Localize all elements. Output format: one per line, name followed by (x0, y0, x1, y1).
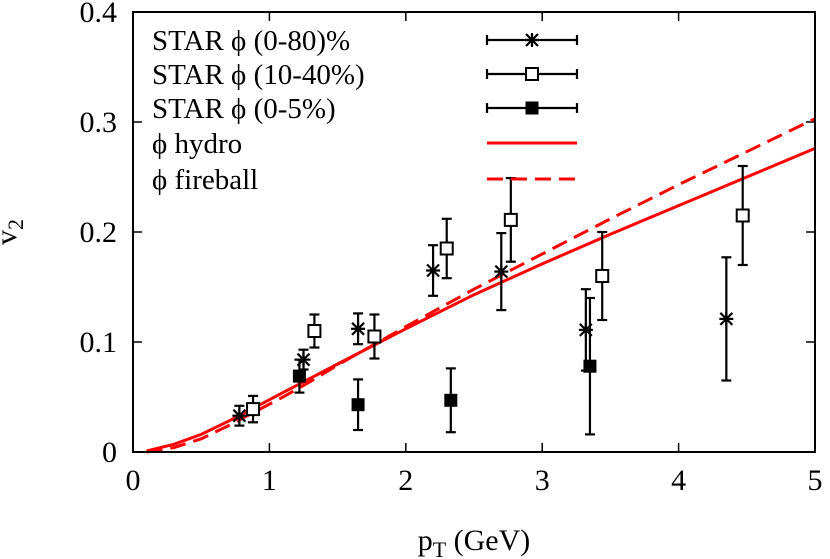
legend-marker (525, 67, 539, 81)
tick-labels: 0 1 2 3 4 5 0 0.1 0.2 0.3 0.4 (80, 0, 823, 497)
point-marker (494, 264, 509, 279)
x-tick-label: 2 (398, 464, 413, 497)
data-point (292, 358, 306, 394)
y-axis-label: v2 (0, 219, 28, 245)
x-tick-label: 3 (535, 464, 550, 497)
legend-marker (525, 101, 539, 115)
point-marker (426, 263, 441, 278)
legend-label: STAR ϕ (10-40%) (152, 59, 365, 91)
point-marker (439, 241, 454, 256)
point-marker (595, 269, 610, 283)
legend-label: ϕ hydro (152, 128, 242, 160)
plot-frame (132, 11, 816, 453)
x-tick-label: 4 (671, 464, 686, 497)
point-marker (719, 311, 734, 326)
data-point (246, 394, 261, 424)
hydro-curve (146, 147, 816, 453)
data-points (232, 164, 750, 436)
data-point (735, 164, 750, 267)
data-point (494, 232, 509, 312)
data-point (595, 230, 610, 322)
model-curves (146, 117, 816, 454)
point-marker (583, 359, 597, 373)
legend-item: ϕ hydro (152, 128, 577, 160)
point-marker (246, 402, 261, 417)
legend-item: STAR ϕ (0-80)% (152, 25, 579, 57)
data-point (439, 217, 454, 280)
x-axis-label: pT (GeV) (418, 524, 531, 559)
point-marker (735, 208, 750, 223)
y-tick-label: 0 (102, 436, 117, 469)
x-tick-label: 5 (808, 464, 823, 497)
x-tick-label: 0 (126, 464, 141, 497)
data-point (444, 367, 458, 434)
legend-label: STAR ϕ (0-5%) (152, 93, 336, 125)
point-marker (351, 398, 365, 412)
x-tick-label: 1 (262, 464, 277, 497)
data-point (232, 404, 247, 427)
point-marker (292, 369, 306, 383)
point-marker (367, 329, 382, 344)
point-marker (307, 324, 322, 338)
y-tick-label: 0.2 (80, 216, 118, 249)
point-marker (444, 393, 458, 407)
legend-label: STAR ϕ (0-80)% (152, 25, 350, 57)
data-point (351, 312, 366, 346)
legend-item: STAR ϕ (0-5%) (152, 93, 579, 125)
y-tick-label: 0.4 (80, 0, 118, 29)
data-point (307, 313, 322, 349)
y-tick-label: 0.3 (80, 106, 118, 139)
data-point (426, 244, 441, 297)
y-tick-label: 0.1 (80, 326, 118, 359)
point-marker (351, 321, 366, 336)
legend-marker (525, 33, 539, 47)
legend: STAR ϕ (0-80)%STAR ϕ (10-40%)STAR ϕ (0-5… (152, 25, 579, 196)
data-point (583, 296, 597, 436)
data-point (351, 378, 365, 432)
legend-item: STAR ϕ (10-40%) (152, 59, 579, 91)
point-marker (503, 212, 518, 227)
data-point (367, 313, 382, 360)
data-point (719, 256, 734, 382)
point-marker (232, 408, 247, 423)
legend-label: ϕ fireball (152, 164, 258, 196)
legend-item: ϕ fireball (152, 164, 577, 196)
data-point (503, 177, 518, 263)
